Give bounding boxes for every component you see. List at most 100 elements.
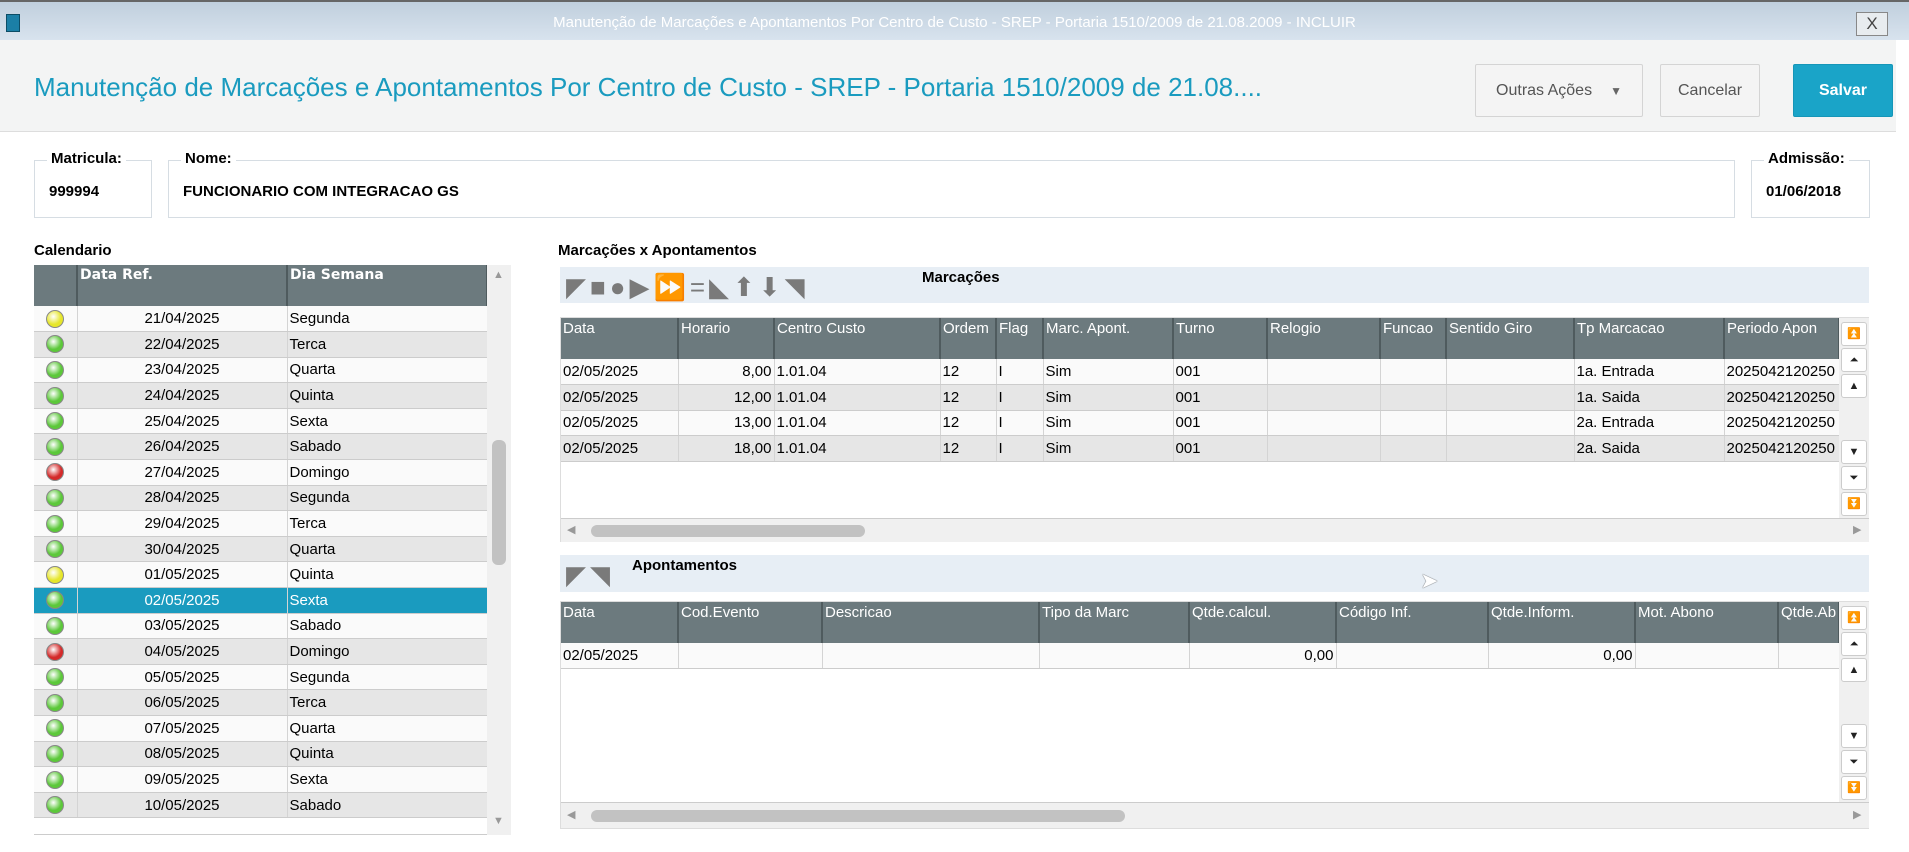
arrow-up-icon[interactable]: ⬆ <box>733 272 755 302</box>
marcacoes-col-header[interactable]: Funcao <box>1380 318 1447 359</box>
record-icon[interactable]: ● <box>609 272 626 302</box>
marcacoes-cell: 12 <box>940 384 997 411</box>
marcacoes-row[interactable]: 02/05/2025 18,00 1.01.04 12 I Sim 001 2a. Saida… <box>561 435 1840 462</box>
apontamentos-row[interactable]: 02/05/2025 0,00 0,00 <box>561 643 1840 670</box>
scroll-thumb[interactable] <box>591 525 865 537</box>
calendar-vertical-scrollbar[interactable]: ▲ ▼ <box>487 265 511 835</box>
apontamentos-col-header[interactable]: Qtde.Inform. <box>1488 602 1636 643</box>
status-green-icon <box>46 488 65 507</box>
marcacoes-col-header[interactable]: Horario <box>678 318 775 359</box>
apontamentos-col-header[interactable]: Mot. Abono <box>1635 602 1779 643</box>
equals-icon[interactable]: = <box>689 272 705 302</box>
marcacoes-cell: Sim <box>1043 359 1174 386</box>
apontamentos-col-header[interactable]: Data <box>561 602 679 643</box>
scroll-down-icon[interactable]: ▼ <box>493 815 504 827</box>
arrow-down-icon[interactable]: ⬇ <box>758 272 781 302</box>
calendar-row[interactable]: 07/05/2025 Quarta <box>34 715 488 742</box>
scroll-first-icon[interactable]: ⏫ <box>1841 322 1867 346</box>
fast-forward-icon[interactable]: ⏩ <box>653 272 686 302</box>
calendar-row[interactable]: 08/05/2025 Quinta <box>34 741 488 768</box>
shift-icon[interactable]: ◣ <box>709 272 729 302</box>
scroll-thumb[interactable] <box>492 440 506 565</box>
calendar-row[interactable]: 25/04/2025 Sexta <box>34 408 488 435</box>
apontamentos-col-header[interactable]: Tipo da Marc <box>1039 602 1190 643</box>
apontamentos-vertical-scrollbar[interactable]: ⏫ ⏶ ▲ ▼ ⏷ ⏬ <box>1839 602 1869 802</box>
apontamentos-horizontal-scrollbar[interactable]: ◀ ▶ <box>561 802 1869 828</box>
marcacoes-col-header[interactable]: Tp Marcacao <box>1574 318 1725 359</box>
status-green-icon <box>46 386 65 405</box>
col-dia-semana[interactable]: Dia Semana <box>287 265 488 306</box>
edit-icon[interactable]: ◤ <box>566 560 586 590</box>
folder-icon[interactable]: ■ <box>590 272 606 302</box>
marcacoes-cell <box>1267 435 1381 462</box>
apontamentos-col-header[interactable]: Código Inf. <box>1336 602 1489 643</box>
calendar-row[interactable]: 27/04/2025 Domingo <box>34 459 488 486</box>
marcacoes-vertical-scrollbar[interactable]: ⏫ ⏶ ▲ ▼ ⏷ ⏬ <box>1839 318 1869 518</box>
scroll-right-icon[interactable]: ▶ <box>1853 524 1862 536</box>
scroll-thumb[interactable] <box>591 810 1125 822</box>
calendar-day: Terca <box>287 689 488 716</box>
marcacoes-col-header[interactable]: Data <box>561 318 679 359</box>
marcacoes-col-header[interactable]: Centro Custo <box>774 318 941 359</box>
marcacoes-col-header[interactable]: Sentido Giro <box>1446 318 1575 359</box>
marcacoes-horizontal-scrollbar[interactable]: ◀ ▶ <box>561 518 1869 542</box>
calendar-row[interactable]: 28/04/2025 Segunda <box>34 485 488 512</box>
scroll-left-icon[interactable]: ◀ <box>567 809 576 821</box>
calendar-row[interactable]: 01/05/2025 Quinta <box>34 561 488 589</box>
scroll-up-icon[interactable]: ▲ <box>1841 374 1867 398</box>
calendar-row[interactable]: 30/04/2025 Quarta <box>34 536 488 563</box>
close-button[interactable]: X <box>1856 12 1888 36</box>
scroll-first-icon[interactable]: ⏫ <box>1841 606 1867 630</box>
calendar-row[interactable]: 10/05/2025 Sabado <box>34 792 488 819</box>
calendar-row[interactable]: 21/04/2025 Segunda <box>34 306 488 333</box>
scroll-last-icon[interactable]: ⏬ <box>1841 492 1867 516</box>
calendar-row[interactable]: 03/05/2025 Sabado <box>34 613 488 640</box>
marcacoes-col-header[interactable]: Marc. Apont. <box>1043 318 1174 359</box>
document-icon[interactable]: ◥ <box>590 560 610 590</box>
admissao-value: 01/06/2018 <box>1766 183 1842 200</box>
marcacoes-col-header[interactable]: Relogio <box>1267 318 1381 359</box>
calendar-row[interactable]: 04/05/2025 Domingo <box>34 638 488 665</box>
marcacoes-cell: 2025042120250 <box>1724 410 1840 437</box>
scroll-last-icon[interactable]: ⏬ <box>1841 776 1867 800</box>
edit-icon[interactable]: ◤ <box>566 272 586 302</box>
calendar-row[interactable]: 22/04/2025 Terca <box>34 331 488 358</box>
cancel-button[interactable]: Cancelar <box>1660 64 1760 117</box>
marcacoes-col-header[interactable]: Turno <box>1173 318 1268 359</box>
calendar-row[interactable]: 29/04/2025 Terca <box>34 510 488 537</box>
calendar-row[interactable]: 06/05/2025 Terca <box>34 689 488 716</box>
scroll-page-down-icon[interactable]: ⏷ <box>1841 750 1867 774</box>
marcacoes-col-header[interactable]: Ordem <box>940 318 997 359</box>
col-data-ref[interactable]: Data Ref. <box>77 265 288 306</box>
apontamentos-col-header[interactable]: Qtde.Ab <box>1778 602 1840 643</box>
document-icon[interactable]: ◥ <box>784 272 805 302</box>
col-status[interactable] <box>34 265 78 306</box>
scroll-page-up-icon[interactable]: ⏶ <box>1841 632 1867 656</box>
calendar-row[interactable]: 05/05/2025 Segunda <box>34 664 488 691</box>
nome-field: Nome: FUNCIONARIO COM INTEGRACAO GS <box>168 150 1735 218</box>
calendar-row[interactable]: 02/05/2025 Sexta <box>34 587 488 614</box>
scroll-page-up-icon[interactable]: ⏶ <box>1841 348 1867 372</box>
scroll-left-icon[interactable]: ◀ <box>567 524 576 536</box>
save-button[interactable]: Salvar <box>1793 64 1893 117</box>
apontamentos-col-header[interactable]: Cod.Evento <box>678 602 823 643</box>
apontamentos-col-header[interactable]: Qtde.calcul. <box>1189 602 1337 643</box>
other-actions-button[interactable]: Outras Ações ▼ <box>1475 64 1643 117</box>
calendar-row[interactable]: 24/04/2025 Quinta <box>34 382 488 409</box>
calendar-row[interactable]: 09/05/2025 Sexta <box>34 766 488 793</box>
scroll-down-icon[interactable]: ▼ <box>1841 724 1867 748</box>
scroll-up-icon[interactable]: ▲ <box>493 269 504 281</box>
play-icon[interactable]: ▶ <box>629 272 650 302</box>
scroll-page-down-icon[interactable]: ⏷ <box>1841 466 1867 490</box>
scroll-down-icon[interactable]: ▼ <box>1841 440 1867 464</box>
calendar-row[interactable]: 26/04/2025 Sabado <box>34 433 488 461</box>
marcacoes-row[interactable]: 02/05/2025 13,00 1.01.04 12 I Sim 001 2a. Entra… <box>561 410 1840 437</box>
marcacoes-row[interactable]: 02/05/2025 8,00 1.01.04 12 I Sim 001 1a. Entrad… <box>561 359 1840 386</box>
apontamentos-col-header[interactable]: Descricao <box>822 602 1040 643</box>
marcacoes-col-header[interactable]: Periodo Apon <box>1724 318 1840 359</box>
calendar-row[interactable]: 23/04/2025 Quarta <box>34 357 488 384</box>
scroll-up-icon[interactable]: ▲ <box>1841 658 1867 682</box>
scroll-right-icon[interactable]: ▶ <box>1853 809 1862 821</box>
marcacoes-row[interactable]: 02/05/2025 12,00 1.01.04 12 I Sim 001 1a. Saida… <box>561 384 1840 411</box>
marcacoes-col-header[interactable]: Flag <box>996 318 1044 359</box>
